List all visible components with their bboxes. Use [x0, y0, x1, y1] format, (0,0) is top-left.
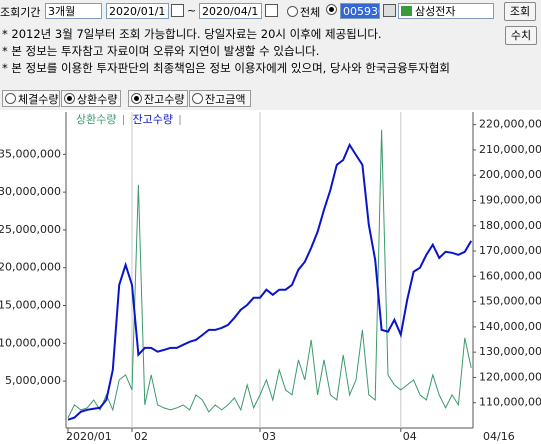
y2-tick-label: 170,000,000: [479, 244, 541, 257]
stock-name-text: 삼성전자: [415, 5, 456, 18]
radio-code[interactable]: [326, 4, 339, 17]
y2-tick-label: 190,000,000: [479, 193, 541, 206]
y2-tick-label: 210,000,000: [479, 143, 541, 156]
y-tick-label: 30,000,000: [0, 185, 61, 198]
y2-tick-label: 120,000,000: [479, 370, 541, 383]
y2-tick-label: 220,000,000: [479, 118, 541, 131]
tilde: ~: [187, 4, 197, 17]
date-to[interactable]: 2020/04/1: [199, 3, 262, 19]
y2-tick-label: 180,000,000: [479, 219, 541, 232]
y2-tick-label: 150,000,000: [479, 295, 541, 308]
option[interactable]: 잔고금액: [189, 90, 251, 107]
y-tick-label: 25,000,000: [0, 223, 61, 236]
x-end-label: 04/16: [483, 430, 515, 443]
y-tick-label: 15,000,000: [0, 299, 61, 312]
period-label: 조회기간: [0, 6, 41, 19]
x-tick-label: 2020/01: [66, 430, 112, 443]
y-tick-label: 20,000,000: [0, 261, 61, 274]
option-label: 잔고수량: [144, 93, 185, 106]
notice: * 본 정보를 이용한 투자판단의 최종책임은 정보 이용자에게 있으며, 당사…: [2, 61, 450, 75]
query-button[interactable]: 조회: [504, 2, 536, 21]
radio-all[interactable]: 전체: [287, 4, 320, 20]
calendar-button[interactable]: [265, 4, 278, 17]
period-select[interactable]: 3개월: [45, 3, 102, 19]
option-label: 잔고금액: [205, 93, 246, 106]
notice: * 본 정보는 투자참고 자료이며 오류와 지연이 발생할 수 있습니다.: [2, 44, 320, 58]
values-button[interactable]: 수치: [505, 26, 537, 45]
option-label: 체결수량: [18, 93, 59, 106]
y2-tick-label: 130,000,000: [479, 345, 541, 358]
x-tick-label: 02: [134, 430, 148, 443]
y2-tick-label: 200,000,000: [479, 168, 541, 181]
y-tick-label: 10,000,000: [0, 336, 61, 349]
stock-icon: [401, 6, 412, 16]
notice: * 2012년 3월 7일부터 조회 가능합니다. 당일자료는 20시 이후에 …: [2, 27, 382, 41]
y-tick-label: 5,000,000: [5, 374, 61, 387]
y2-tick-label: 160,000,000: [479, 269, 541, 282]
x-tick-label: 03: [262, 430, 276, 443]
code-input[interactable]: 005930: [340, 3, 380, 19]
option[interactable]: 체결수량: [2, 90, 60, 107]
option-label: 상환수량: [77, 93, 118, 106]
option[interactable]: 잔고수량: [128, 90, 188, 107]
series-line: [67, 142, 473, 421]
chart: 5,000,000 10,000,000 15,000,000 20,000,000 2…: [0, 110, 541, 444]
notice-cut: [0, 77, 541, 87]
series-line: [67, 129, 472, 419]
y2-tick-label: 110,000,000: [479, 396, 541, 409]
calendar-button[interactable]: [171, 4, 184, 17]
search-button[interactable]: [383, 4, 396, 17]
legend-label: 상환수량: [76, 113, 116, 126]
stock-name: 삼성전자: [398, 3, 494, 19]
chart-background: [0, 110, 541, 444]
option[interactable]: 상환수량: [61, 90, 121, 107]
y-tick-label: 35,000,000: [0, 147, 61, 160]
legend-label: 잔고수량: [132, 113, 172, 126]
y2-tick-label: 140,000,000: [479, 320, 541, 333]
radio-all-label: 전체: [300, 6, 321, 19]
x-tick-label: 04: [403, 430, 417, 443]
date-from[interactable]: 2020/01/1: [106, 3, 169, 19]
